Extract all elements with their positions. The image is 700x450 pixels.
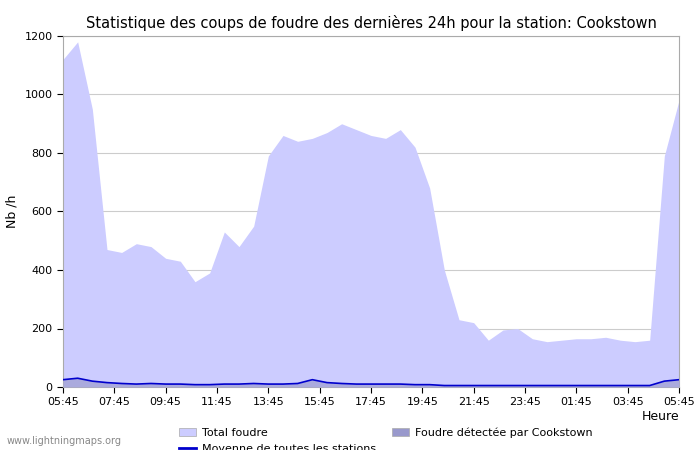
Y-axis label: Nb /h: Nb /h [6, 195, 19, 228]
Text: www.lightningmaps.org: www.lightningmaps.org [7, 436, 122, 446]
Text: Heure: Heure [641, 410, 679, 423]
Legend: Total foudre, Moyenne de toutes les stations, Foudre détectée par Cookstown: Total foudre, Moyenne de toutes les stat… [179, 428, 592, 450]
Title: Statistique des coups de foudre des dernières 24h pour la station: Cookstown: Statistique des coups de foudre des dern… [85, 15, 657, 31]
